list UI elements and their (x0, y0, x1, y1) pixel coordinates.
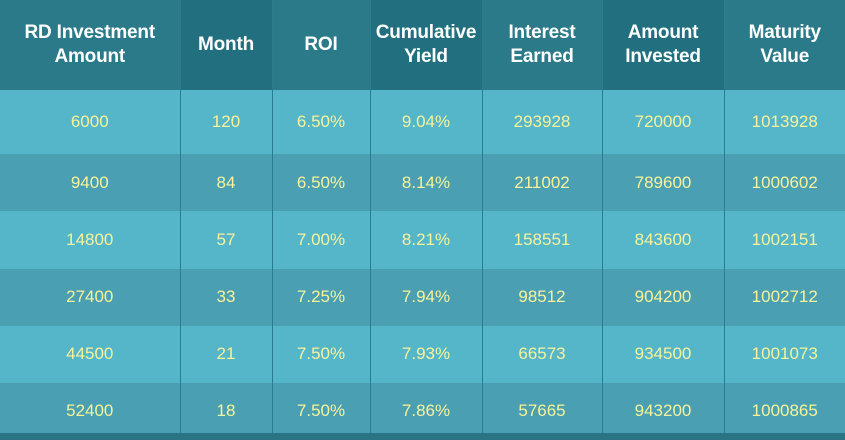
table-body: 6000 120 6.50% 9.04% 293928 720000 10139… (0, 90, 845, 440)
header-amount-invested-line2: Invested (625, 46, 701, 67)
cell-month: 84 (180, 154, 273, 212)
cell-amount-invested: 720000 (602, 90, 725, 155)
cell-cumulative-yield: 7.86% (370, 382, 483, 440)
cell-rd-investment-amount: 6000 (0, 90, 181, 155)
header-amount-invested: Amount Invested (602, 0, 725, 90)
cell-rd-investment-amount: 52400 (0, 382, 181, 440)
cell-amount-invested: 904200 (602, 268, 725, 326)
header-cumulative-yield: Cumulative Yield (370, 0, 483, 90)
cell-interest-earned: 57665 (482, 382, 603, 440)
cell-interest-earned: 293928 (482, 90, 603, 155)
header-interest-earned: Interest Earned (482, 0, 603, 90)
cell-interest-earned: 158551 (482, 211, 603, 269)
header-amount-invested-line1: Amount (627, 22, 699, 43)
cell-interest-earned: 98512 (482, 268, 603, 326)
table-row: 6000 120 6.50% 9.04% 293928 720000 10139… (0, 90, 845, 155)
bottom-bar (0, 433, 845, 440)
cell-rd-investment-amount: 14800 (0, 211, 181, 269)
header-rd-investment-amount-line2: Amount (54, 46, 126, 67)
header-rd-investment-amount-line1: RD Investment (24, 22, 156, 43)
table-row: 9400 84 6.50% 8.14% 211002 789600 100060… (0, 154, 845, 212)
cell-cumulative-yield: 7.94% (370, 268, 483, 326)
cell-month: 33 (180, 268, 273, 326)
cell-maturity-value: 1002151 (751, 229, 818, 249)
cell-roi: 7.50% (272, 382, 371, 440)
header-maturity-value: Maturity Value (724, 0, 845, 90)
header-maturity-value-line1: Maturity (748, 22, 821, 43)
table-row: 27400 33 7.25% 7.94% 98512 904200 100271… (0, 268, 845, 326)
header-cumulative-yield-line1: Cumulative (375, 22, 477, 43)
cell-roi: 6.50% (272, 90, 371, 155)
cell-rd-investment-amount: 9400 (0, 154, 181, 212)
cell-maturity-value: 1013928 (751, 112, 818, 132)
header-interest-earned-line1: Interest (508, 22, 576, 43)
cell-maturity-value: 1000602 (751, 172, 818, 192)
cell-rd-investment-amount: 27400 (0, 268, 181, 326)
cell-roi: 7.50% (272, 325, 371, 383)
cell-month: 57 (180, 211, 273, 269)
header-month: Month (180, 0, 273, 90)
cell-rd-investment-amount: 44500 (0, 325, 181, 383)
cell-cumulative-yield: 8.14% (370, 154, 483, 212)
header-interest-earned-line2: Earned (510, 46, 574, 67)
cell-amount-invested: 934500 (602, 325, 725, 383)
table-row: 14800 57 7.00% 8.21% 158551 843600 10021… (0, 211, 845, 269)
cell-amount-invested: 943200 (602, 382, 725, 440)
header-maturity-value-line2: Value (760, 46, 810, 67)
cell-maturity-value: 1000865 (751, 401, 818, 421)
cell-month: 18 (180, 382, 273, 440)
cell-maturity-value: 1002712 (751, 287, 818, 307)
cell-cumulative-yield: 7.93% (370, 325, 483, 383)
cell-cumulative-yield: 9.04% (370, 90, 483, 155)
cell-amount-invested: 789600 (602, 154, 725, 212)
header-cumulative-yield-line2: Yield (404, 46, 448, 67)
cell-month: 120 (180, 90, 273, 155)
table-row: 44500 21 7.50% 7.93% 66573 934500 100107… (0, 325, 845, 383)
cell-cumulative-yield: 8.21% (370, 211, 483, 269)
header-rd-investment-amount: RD Investment Amount (0, 0, 181, 90)
header-roi: ROI (272, 0, 371, 90)
cell-maturity-value: 1001073 (751, 344, 818, 364)
header-row: RD Investment Amount Month ROI Cumulative… (0, 0, 845, 90)
cell-interest-earned: 66573 (482, 325, 603, 383)
table-row: 52400 18 7.50% 7.86% 57665 943200 100086… (0, 382, 845, 440)
cell-month: 21 (180, 325, 273, 383)
cell-roi: 6.50% (272, 154, 371, 212)
cell-amount-invested: 843600 (602, 211, 725, 269)
cell-roi: 7.00% (272, 211, 371, 269)
cell-interest-earned: 211002 (482, 154, 603, 212)
cell-roi: 7.25% (272, 268, 371, 326)
